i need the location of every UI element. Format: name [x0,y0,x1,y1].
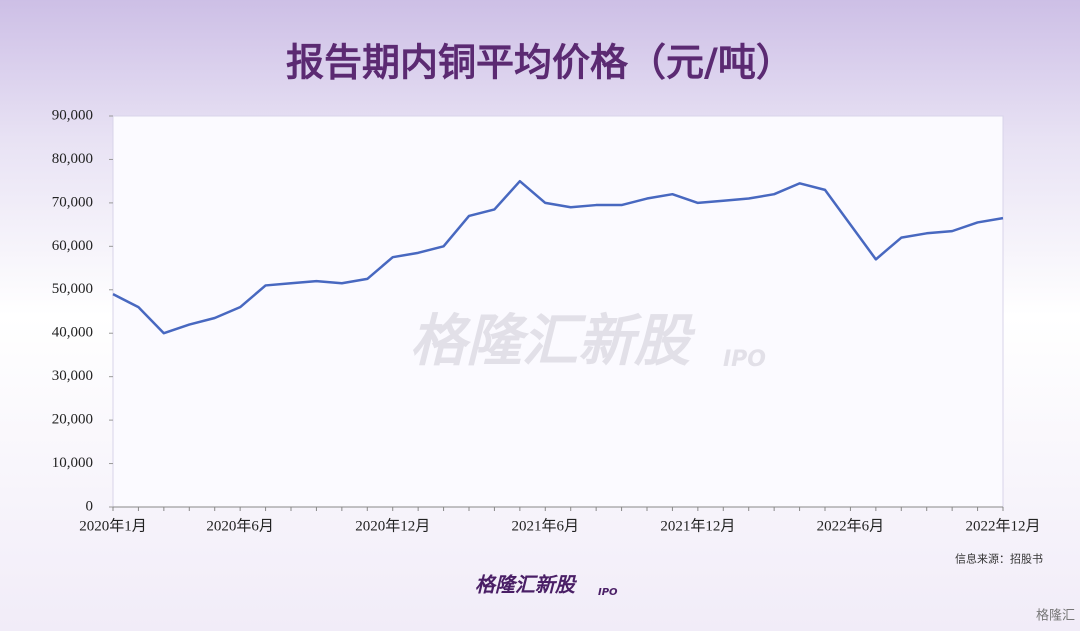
plot-area [112,115,1004,508]
x-tick-label: 2020年6月 [206,517,274,534]
y-tick-label: 50,000 [52,281,93,297]
x-tick-label: 2022年6月 [817,517,885,534]
y-tick-label: 20,000 [52,412,93,428]
x-tick-label: 2022年12月 [965,517,1040,534]
x-tick-label: 2021年6月 [512,517,580,534]
source: 信息来源：招股书 [955,552,1043,566]
y-tick-label: 60,000 [52,238,93,254]
y-tick-label: 0 [86,498,94,514]
x-tick-label: 2020年1月 [79,517,147,534]
line-series [112,179,1004,335]
y-tick-label: 80,000 [52,151,93,167]
logo-sub: IPO [598,587,618,598]
y-tick-label: 70,000 [52,194,93,210]
x-tick-label: 2021年12月 [660,517,735,534]
watermark: 格隆汇新股 [410,309,696,374]
y-tick-label: 30,000 [52,368,93,384]
logo: 格隆汇新股 [475,573,577,597]
y-tick-label: 40,000 [52,325,93,341]
y-tick-label: 10,000 [52,455,93,471]
corner-logo: 格隆汇 [1036,608,1075,624]
x-tick-label: 2020年12月 [355,517,430,534]
y-tick-label: 90,000 [52,107,93,123]
chart-title: 报告期内铜平均价格（元/吨） [286,40,794,85]
watermark-sub: IPO [723,347,766,372]
